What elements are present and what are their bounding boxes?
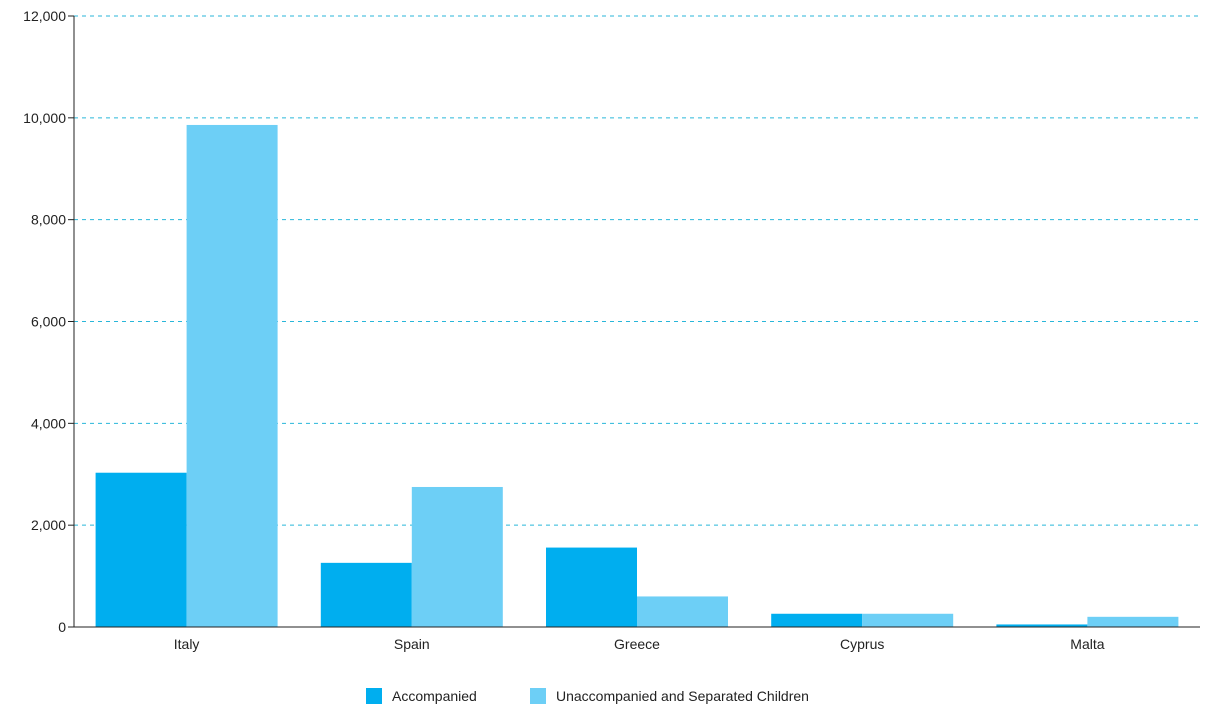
legend-swatch-accompanied [366,688,382,704]
legend: Accompanied Unaccompanied and Separated C… [366,688,809,704]
y-tick-label: 8,000 [31,212,66,228]
bar-accompanied-italy [95,472,187,627]
x-tick-label: Malta [1070,636,1104,652]
bar-unaccompanied-greece [637,596,728,627]
x-axis-ticks: Italy Spain Greece Cyprus Malta [174,636,1105,652]
y-tick-label: 10,000 [23,110,66,126]
bar-accompanied-cyprus [771,613,863,627]
legend-label-unaccompanied: Unaccompanied and Separated Children [556,688,809,704]
bar-accompanied-malta [996,624,1088,627]
legend-label-accompanied: Accompanied [392,688,477,704]
y-tick-label: 0 [58,619,66,635]
x-tick-label: Italy [174,636,200,652]
y-tick-label: 2,000 [31,517,66,533]
bar-unaccompanied-italy [186,124,278,627]
y-tick-label: 6,000 [31,314,66,330]
bars [95,124,1179,627]
bar-unaccompanied-malta [1087,616,1179,627]
x-tick-label: Cyprus [840,636,884,652]
bar-accompanied-greece [546,547,637,627]
y-tick-label: 4,000 [31,415,66,431]
bar-unaccompanied-cyprus [862,613,954,627]
x-tick-label: Greece [614,636,660,652]
y-tick-label: 12,000 [23,8,66,24]
bar-accompanied-spain [320,562,412,627]
x-tick-label: Spain [394,636,430,652]
bar-unaccompanied-spain [411,486,503,627]
y-axis-ticks: 0 2,000 4,000 6,000 8,000 10,000 12,000 [23,8,74,635]
legend-swatch-unaccompanied [530,688,546,704]
